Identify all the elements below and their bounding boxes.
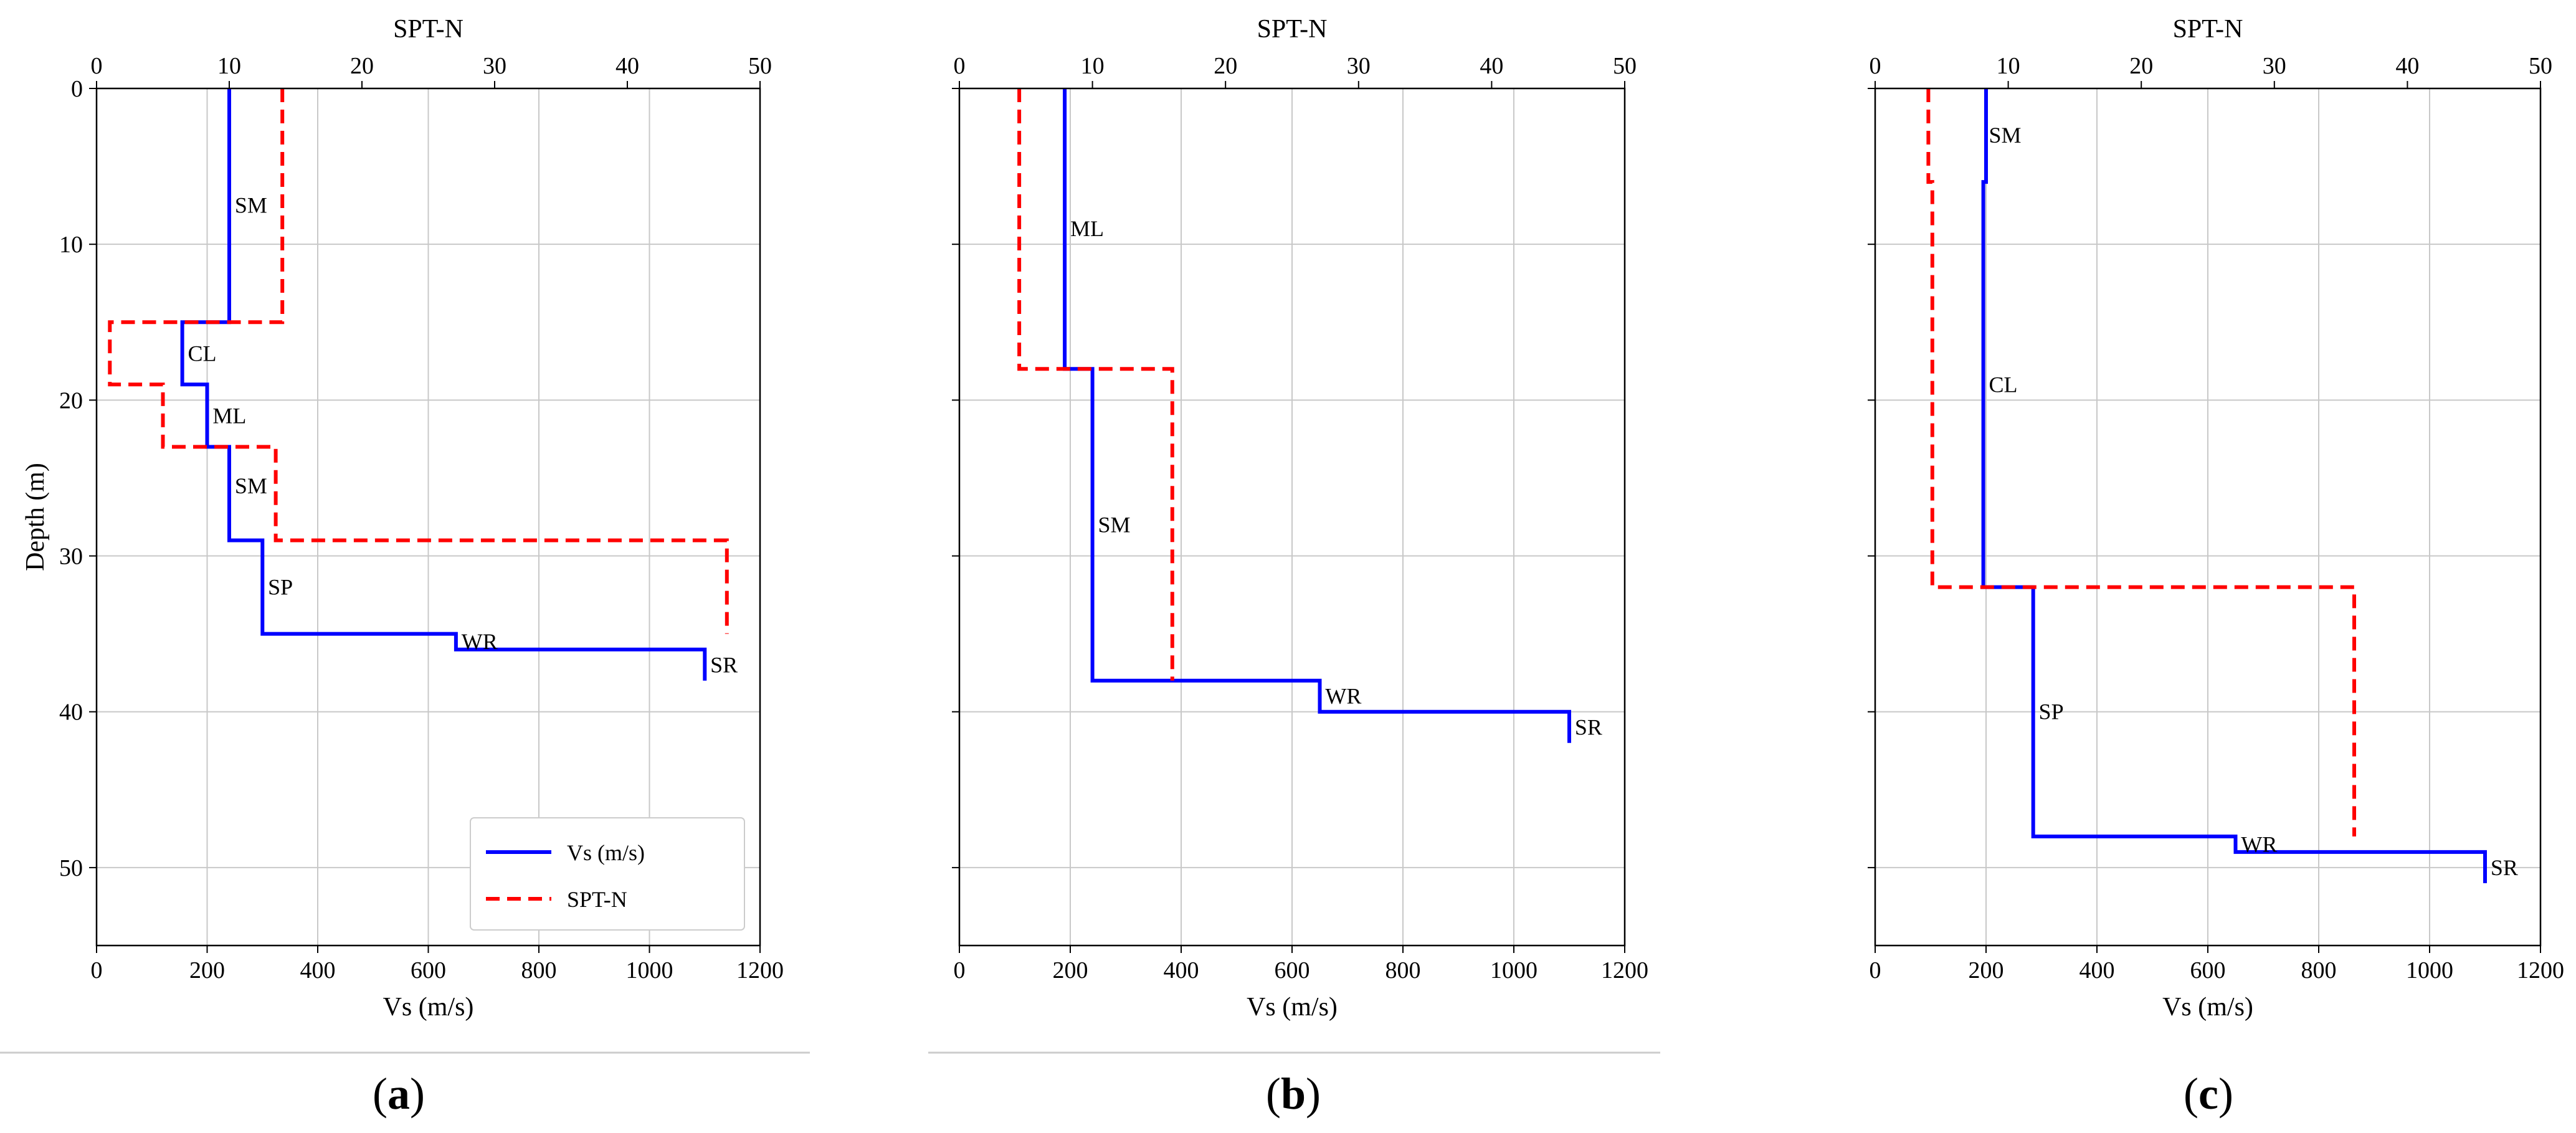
x-tick-label-top: 20 [2129, 53, 2153, 79]
x-tick-label-top: 50 [2529, 53, 2552, 79]
x-tick-label-bottom: 800 [1385, 957, 1421, 984]
x-tick-label-bottom: 600 [1275, 957, 1310, 984]
chart-panel-c: 0 200 400 600 800 1000 1200 0 10 20 30 40 50 Vs (m/s)… [1868, 15, 2564, 1119]
soil-label: SP [268, 575, 293, 600]
x-tick-label-bottom: 1200 [736, 957, 784, 984]
x-axis-title-bottom: Vs (m/s) [2162, 993, 2253, 1022]
x-tick-label-top: 0 [91, 53, 103, 79]
y-tick-label: 50 [59, 855, 83, 881]
x-axis-title-bottom: Vs (m/s) [1247, 993, 1338, 1022]
x-tick-label-top: 10 [1081, 53, 1105, 79]
x-tick-label-top: 50 [1613, 53, 1637, 79]
x-tick-label-top: 40 [2395, 53, 2419, 79]
panel-label: (a) [373, 1069, 425, 1119]
y-tick-label: 40 [59, 699, 83, 726]
x-tick-label-top: 30 [2263, 53, 2286, 79]
soil-label: ML [1070, 216, 1104, 241]
soil-label: WR [2241, 832, 2277, 856]
series-line-spt-n [108, 88, 729, 634]
plot-frame [1874, 87, 2542, 947]
soil-label: SM [235, 193, 267, 218]
legend: Vs (m/s) SPT-N [470, 817, 745, 931]
panel-label: (b) [1266, 1069, 1321, 1119]
series-line-vs [1063, 88, 1571, 743]
x-tick-label-top: 20 [1214, 53, 1237, 79]
series-line-vs [180, 88, 707, 681]
legend-entry: SPT-N [567, 887, 627, 912]
x-tick-label-bottom: 200 [1969, 957, 2004, 984]
x-tick-label-bottom: 400 [1164, 957, 1199, 984]
soil-label: CL [188, 341, 216, 366]
soil-label: CL [1989, 372, 2017, 397]
x-tick-label-top: 30 [1347, 53, 1371, 79]
x-axis-title-top: SPT-N [2173, 15, 2243, 44]
soil-label: WR [462, 629, 498, 654]
y-tick-label: 30 [59, 544, 83, 570]
panel-label: (c) [2184, 1069, 2233, 1119]
chart-panel-b: 0 200 400 600 800 1000 1200 0 10 20 30 40 50 Vs (m/s)… [952, 15, 1648, 1119]
x-tick-label-top: 0 [954, 53, 966, 79]
x-tick-label-top: 40 [615, 53, 639, 79]
legend-box [470, 817, 745, 931]
soil-label: SM [235, 473, 267, 498]
x-tick-label-bottom: 600 [411, 957, 446, 984]
x-tick-label-bottom: 0 [1870, 957, 1881, 984]
x-axis-title-top: SPT-N [1257, 15, 1328, 44]
y-axis-title: Depth (m) [21, 463, 50, 571]
x-tick-label-bottom: 1200 [1601, 957, 1648, 984]
y-tick-label: 0 [71, 76, 83, 102]
chart-panel-a: 0 200 400 600 800 1000 1200 0 10 20 30 40 50 0 10 20 30 4… [21, 15, 784, 1119]
soil-label: WR [1325, 684, 1361, 709]
x-tick-label-top: 10 [1997, 53, 2020, 79]
panel-letter: c [2198, 1069, 2218, 1119]
soil-label: SM [1098, 513, 1131, 538]
panel-letter: b [1281, 1069, 1306, 1119]
series-line-spt-n [1017, 88, 1174, 681]
soil-label: SR [710, 653, 738, 678]
x-tick-label-top: 20 [350, 53, 374, 79]
x-tick-label-top: 30 [483, 53, 506, 79]
x-tick-label-top: 50 [748, 53, 772, 79]
x-tick-label-top: 40 [1480, 53, 1503, 79]
series-line-spt-n [1926, 88, 2356, 837]
x-tick-label-bottom: 800 [521, 957, 557, 984]
x-tick-label-bottom: 200 [1053, 957, 1088, 984]
x-tick-label-bottom: 0 [954, 957, 966, 984]
panel-letter: a [387, 1069, 410, 1119]
soil-label: SR [1575, 715, 1602, 740]
x-tick-label-bottom: 0 [91, 957, 103, 984]
x-tick-label-bottom: 1000 [2406, 957, 2453, 984]
x-tick-label-top: 10 [217, 53, 241, 79]
plot-frame [95, 87, 761, 947]
y-tick-label: 20 [59, 387, 83, 414]
y-tick-label: 10 [59, 232, 83, 258]
soil-label: ML [212, 403, 246, 428]
soil-label: SM [1989, 123, 2021, 148]
x-tick-label-bottom: 400 [300, 957, 336, 984]
x-tick-label-bottom: 1000 [1490, 957, 1538, 984]
x-tick-label-bottom: 1200 [2517, 957, 2564, 984]
x-axis-title-top: SPT-N [393, 15, 463, 44]
x-tick-label-bottom: 400 [2079, 957, 2115, 984]
soil-label: SP [2039, 699, 2064, 724]
legend-entry: Vs (m/s) [567, 840, 645, 865]
x-axis-title-bottom: Vs (m/s) [383, 993, 474, 1022]
soil-label: SR [2491, 855, 2518, 880]
plot-frame [958, 87, 1626, 947]
x-tick-label-bottom: 800 [2301, 957, 2337, 984]
series-line-vs [1981, 88, 2487, 883]
x-tick-label-bottom: 600 [2190, 957, 2226, 984]
x-tick-label-bottom: 200 [189, 957, 225, 984]
x-tick-label-top: 0 [1870, 53, 1881, 79]
x-tick-label-bottom: 1000 [626, 957, 673, 984]
